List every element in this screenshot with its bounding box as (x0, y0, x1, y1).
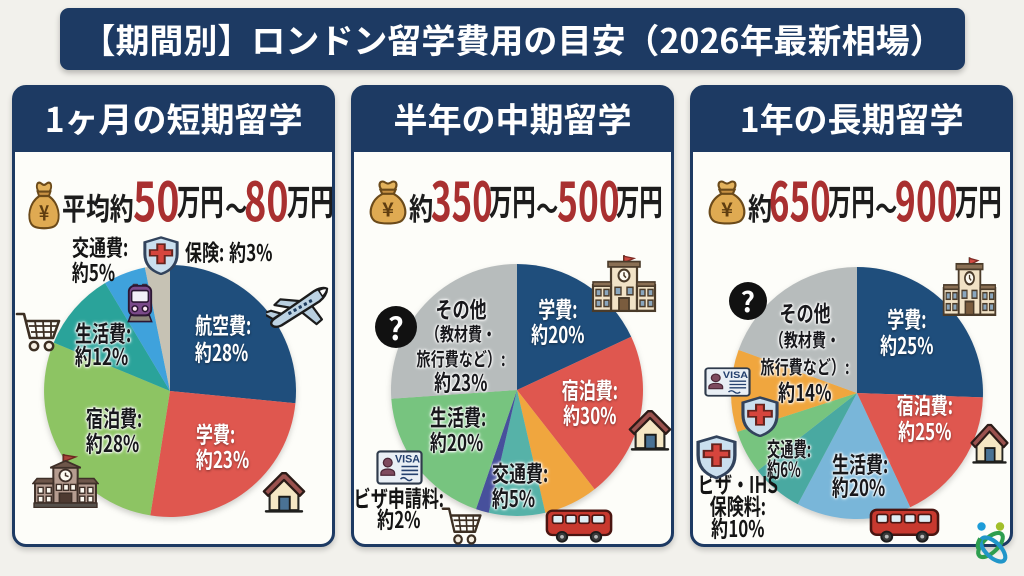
svg-text:VISA: VISA (723, 371, 748, 381)
svg-text:¥: ¥ (721, 194, 733, 222)
svg-text:VISA: VISA (395, 454, 420, 466)
svg-text:¥: ¥ (39, 196, 50, 227)
svg-text:¥: ¥ (382, 194, 394, 222)
